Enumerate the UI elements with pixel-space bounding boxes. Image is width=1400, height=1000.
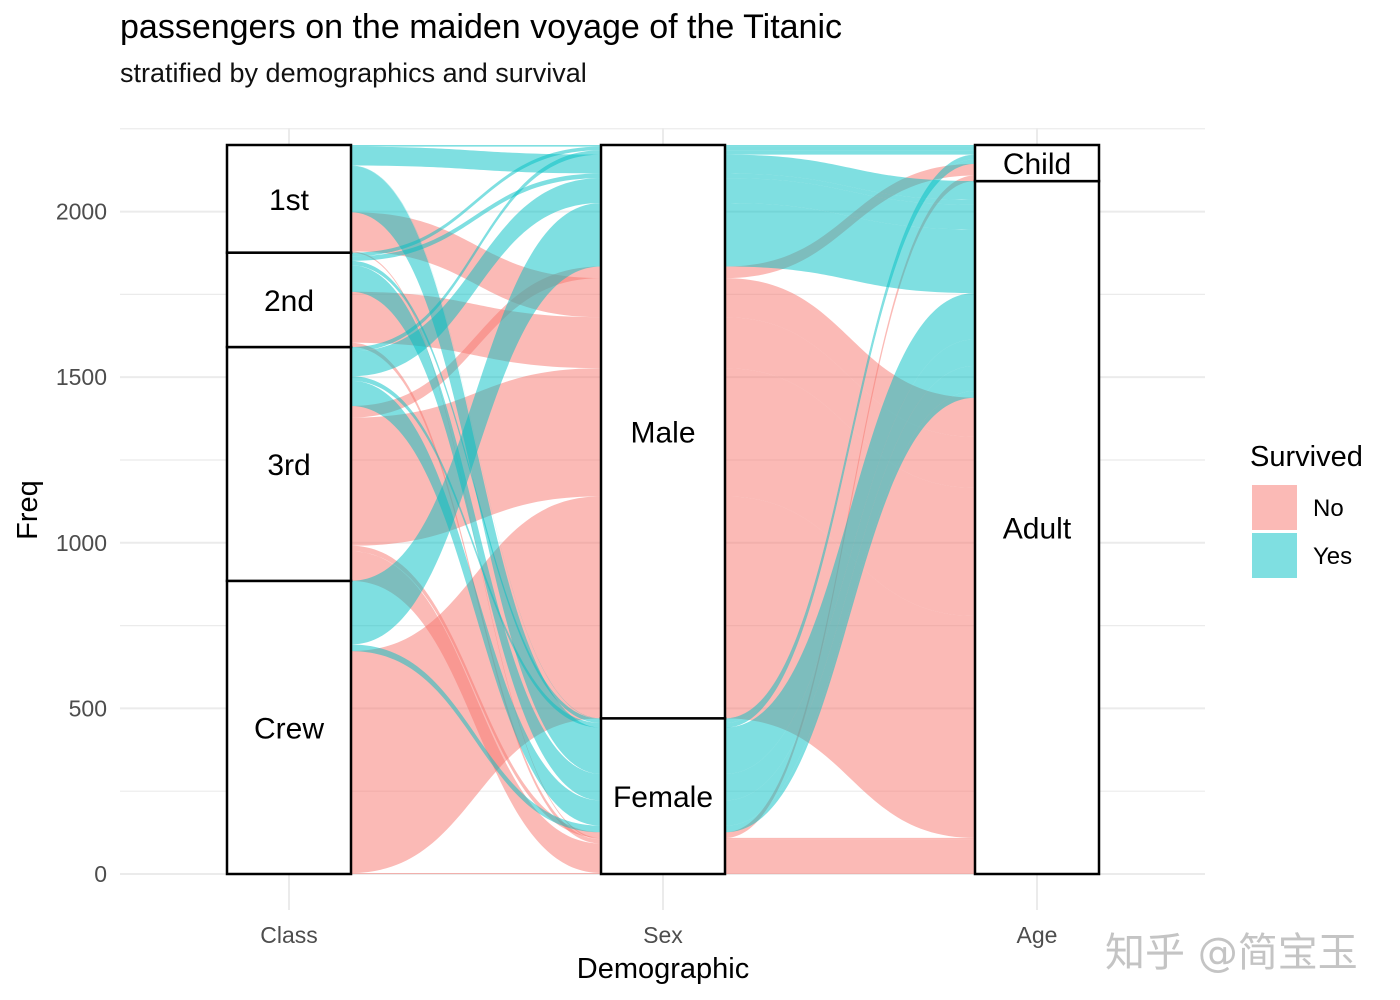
stratum-label-adult: Adult: [1003, 513, 1072, 546]
axes: 0 500 1000 1500 2000 Class Sex Age Demographic Fr…: [12, 199, 1057, 985]
flow-no-sex-to-age: [725, 839, 975, 844]
flow-no-class-to-sex: [351, 873, 601, 874]
stratum-3rd: [225, 345, 353, 583]
y-tick-label: 1000: [56, 530, 107, 556]
flow-yes-sex-to-age: [725, 150, 975, 155]
flow-yes-class-to-sex: [351, 165, 601, 774]
legend-key-no: [1252, 485, 1297, 530]
flow-yes-sex-to-age: [725, 154, 975, 200]
y-tick-label: 1500: [56, 364, 107, 390]
flow-no-sex-to-age: [725, 496, 975, 838]
stratum-label-child: Child: [1003, 148, 1071, 181]
flow-no-sex-to-age: [725, 837, 975, 840]
stratum-2nd: [225, 251, 353, 349]
y-tick-label: 0: [94, 861, 107, 887]
flow-no-sex-to-age: [725, 317, 975, 488]
flow-yes-sex-to-age: [725, 339, 975, 801]
stratum-label-crew: Crew: [254, 712, 324, 745]
x-tick-label-sex: Sex: [643, 922, 683, 948]
y-axis-title: Freq: [12, 480, 44, 540]
flow-yes-class-to-sex: [351, 150, 601, 352]
flow-yes-sex-to-age: [725, 391, 975, 833]
stratum-1st: [225, 143, 353, 254]
x-tick-label-class: Class: [260, 922, 318, 948]
flow-yes-sex-to-age: [725, 146, 975, 151]
stratum-label-3rd: 3rd: [267, 449, 310, 482]
flow-no-sex-to-age: [725, 843, 975, 874]
x-tick-label-age: Age: [1017, 922, 1058, 948]
flow-no-sex-to-age: [725, 873, 975, 874]
stratum-label-1st: 1st: [269, 184, 310, 217]
y-tick-label: 500: [69, 695, 107, 721]
flow-yes-sex-to-age: [725, 293, 975, 774]
strata: Crew 3rd 2nd 1st Female Male Adult Child: [225, 143, 1101, 876]
flow-yes-class-to-sex: [351, 146, 601, 174]
flow-yes-sex-to-age: [725, 154, 975, 723]
x-axis-title: Demographic: [577, 953, 749, 985]
stratum-label-female: Female: [613, 781, 713, 814]
chart-subtitle: stratified by demographics and survival: [120, 58, 587, 88]
stratum-crew: [225, 579, 353, 876]
legend-key-yes: [1252, 533, 1297, 578]
flow-no-class-to-sex: [351, 496, 601, 874]
stratum-adult: [973, 179, 1101, 876]
y-tick-label: 2000: [56, 199, 107, 225]
flow-yes-class-to-sex: [351, 376, 601, 728]
flow-yes-class-to-sex: [351, 380, 601, 826]
flow-yes-sex-to-age: [725, 365, 975, 826]
flow-yes-sex-to-age: [725, 202, 975, 294]
flows: [351, 145, 975, 874]
legend: Survived No Yes: [1250, 441, 1363, 578]
stratum-child: [973, 143, 1101, 183]
watermark: 知乎 @简宝玉: [1105, 930, 1358, 976]
flow-no-class-to-sex: [351, 551, 601, 874]
legend-title: Survived: [1250, 441, 1363, 473]
flow-yes-sex-to-age: [725, 154, 975, 719]
legend-label-no: No: [1313, 495, 1344, 522]
flow-yes-class-to-sex: [351, 146, 601, 257]
flow-yes-class-to-sex: [351, 202, 601, 645]
stratum-label-male: Male: [630, 417, 695, 450]
stratum-label-2nd: 2nd: [264, 285, 314, 318]
flow-yes-class-to-sex: [351, 178, 601, 377]
flow-yes-sex-to-age: [725, 159, 975, 728]
flow-yes-sex-to-age: [725, 173, 975, 205]
flow-yes-sex-to-age: [725, 178, 975, 230]
legend-label-yes: Yes: [1313, 543, 1352, 570]
flow-no-sex-to-age: [725, 368, 975, 616]
flow-yes-class-to-sex: [351, 644, 601, 833]
flow-yes-class-to-sex: [351, 173, 601, 261]
flow-yes-class-to-sex: [351, 145, 601, 147]
chart-title: passengers on the maiden voyage of the T…: [120, 8, 843, 46]
flow-yes-sex-to-age: [725, 145, 975, 147]
stratum-male: [599, 143, 727, 720]
flow-yes-class-to-sex: [351, 265, 601, 801]
